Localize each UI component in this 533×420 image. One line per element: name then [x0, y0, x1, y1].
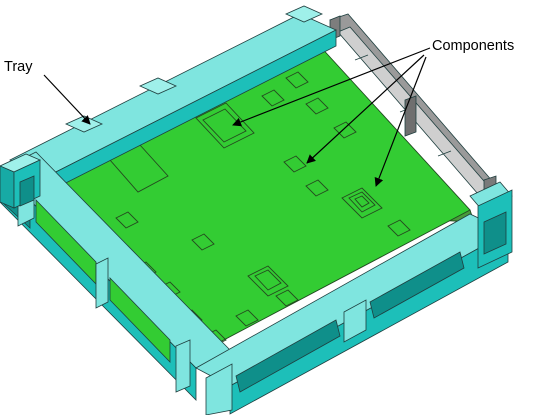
tray-label: Tray	[4, 59, 33, 75]
component-concentric	[341, 187, 383, 219]
tray-back-rail	[9, 5, 337, 195]
components-callout: Components	[232, 38, 514, 187]
arrowhead-icon	[232, 47, 431, 127]
tray-frame	[0, 5, 513, 416]
tray-right-rail	[469, 181, 513, 269]
components-label: Components	[432, 38, 514, 54]
arrowhead-icon	[43, 74, 91, 125]
tray-callout: Tray	[4, 59, 91, 125]
tray-corners	[0, 153, 41, 209]
arrowhead-icon	[374, 56, 427, 187]
component-large-top	[195, 102, 255, 149]
tray-front-rail	[195, 213, 509, 416]
arrowhead-icon	[306, 54, 425, 164]
component-square-bottom	[247, 265, 289, 297]
